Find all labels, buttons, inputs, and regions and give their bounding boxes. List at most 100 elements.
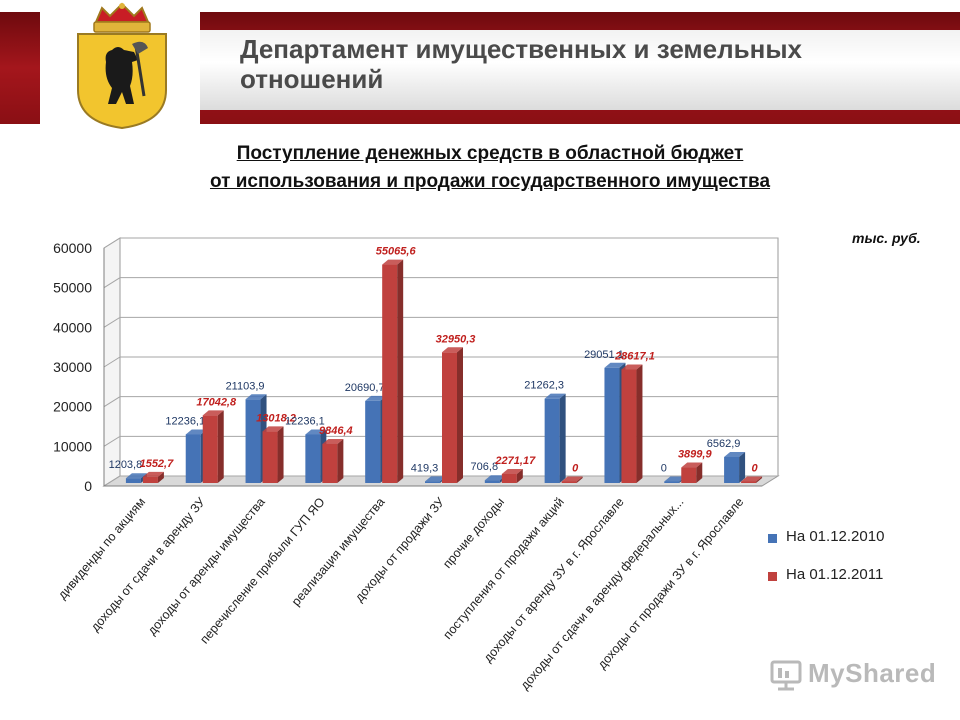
bar-front	[604, 367, 620, 483]
header-band: Департамент имущественных и земельных от…	[198, 30, 960, 110]
bar-front	[202, 415, 218, 483]
legend-item-2010: На 01.12.2010	[766, 528, 956, 566]
data-label: 0	[572, 463, 579, 475]
department-title: Департамент имущественных и земельных от…	[240, 34, 802, 94]
y-tick-label: 20000	[53, 399, 92, 415]
bar-top	[365, 395, 387, 401]
bar-top	[425, 476, 446, 482]
bar-top	[262, 426, 284, 432]
bar-top	[484, 475, 506, 481]
bar-front	[741, 481, 757, 483]
data-label: 29051,1	[584, 349, 624, 361]
legend-swatch-2010	[768, 534, 777, 543]
y-tick-label: 40000	[53, 319, 92, 335]
y-tick-label: 60000	[53, 240, 92, 256]
coat-of-arms	[44, 0, 200, 130]
data-label: 3899,9	[678, 449, 713, 461]
bar-front	[382, 264, 398, 483]
data-label: 12236,1	[285, 415, 325, 427]
bar-side	[636, 364, 643, 483]
bar-side	[756, 476, 763, 483]
bar-top	[544, 393, 566, 399]
bar-front	[501, 473, 517, 483]
bar-top	[442, 347, 463, 353]
bar-side	[397, 259, 404, 483]
data-label: 21262,3	[524, 380, 564, 392]
bar-front	[142, 476, 158, 483]
legend-label-2011: На 01.12.2011	[786, 566, 884, 583]
data-label: 1203,8	[109, 459, 143, 471]
bar-top	[305, 429, 327, 435]
gridline	[103, 316, 778, 328]
bar-side	[696, 462, 703, 483]
data-label: 21103,9	[226, 380, 265, 392]
chart-title: Поступление денежных средств в областной…	[120, 140, 860, 196]
bar-top	[664, 476, 686, 482]
header-left-strip	[0, 12, 40, 124]
bar-top	[202, 410, 224, 416]
bar-side	[739, 451, 746, 483]
bar-front	[724, 456, 740, 483]
bar-side	[559, 393, 566, 483]
y-tick-label: 0	[84, 478, 92, 494]
bar-top	[142, 471, 164, 477]
bar-front	[544, 398, 560, 483]
legend-swatch-2011	[768, 572, 777, 581]
bar-side	[457, 347, 463, 483]
bar-front	[484, 480, 500, 483]
data-label: 706,8	[471, 461, 499, 473]
presentation-icon	[770, 660, 802, 691]
bar-side	[337, 438, 344, 483]
bar-front	[425, 481, 440, 483]
legend: На 01.12.2010 На 01.12.2011	[766, 528, 956, 604]
category-label: прочие доходы	[440, 495, 507, 571]
data-label: 0	[661, 463, 667, 475]
bar-top	[245, 394, 267, 400]
data-label: 28617,1	[614, 350, 655, 362]
bar-side	[516, 468, 523, 483]
coat-of-arms-icon	[77, 2, 167, 130]
data-label: 20690,7	[345, 382, 385, 394]
bar-side	[576, 476, 583, 483]
gridline	[103, 277, 778, 289]
bar-front	[365, 400, 381, 483]
watermark: MyShared	[768, 656, 948, 692]
data-label: 12236,1	[165, 415, 205, 427]
y-tick-label: 50000	[53, 280, 92, 296]
bar-top	[741, 476, 763, 482]
chart-title-line-1: Поступление денежных средств в областной…	[236, 143, 744, 164]
data-label: 13018,2	[256, 412, 296, 424]
bar-front	[322, 443, 338, 483]
bar-front	[664, 481, 680, 483]
bar-top	[382, 259, 404, 265]
bar-top	[621, 364, 643, 370]
bar-front	[621, 369, 637, 483]
bar-front	[125, 478, 141, 483]
bar-front	[305, 434, 321, 483]
legend-item-2011: На 01.12.2011	[766, 566, 956, 604]
gridline	[103, 356, 778, 368]
bar-top	[125, 473, 147, 479]
category-label: доходы от сдачи в аренду ЗУ	[88, 495, 208, 634]
data-label: 9846,4	[319, 425, 353, 437]
bar-top	[681, 462, 703, 468]
data-label: 55065,6	[376, 246, 417, 258]
gridline	[103, 237, 778, 249]
bar-top	[501, 468, 523, 474]
bar-front	[561, 481, 577, 483]
bar-side	[157, 471, 164, 483]
bar-front	[442, 352, 457, 483]
header-banner: Департамент имущественных и земельных от…	[198, 12, 960, 124]
data-label: 17042,8	[196, 396, 237, 408]
chart-title-line-2: от использования и продажи государственн…	[209, 171, 771, 192]
bar-top	[322, 438, 344, 444]
legend-label-2010: На 01.12.2010	[786, 528, 885, 545]
bar-top	[724, 451, 746, 457]
bar-top	[604, 362, 626, 368]
data-label: 0	[752, 463, 759, 475]
bar-front	[245, 399, 261, 483]
bar-front	[185, 434, 201, 483]
bar-side	[217, 410, 224, 483]
category-label: поступления от продажи акций	[440, 495, 567, 642]
